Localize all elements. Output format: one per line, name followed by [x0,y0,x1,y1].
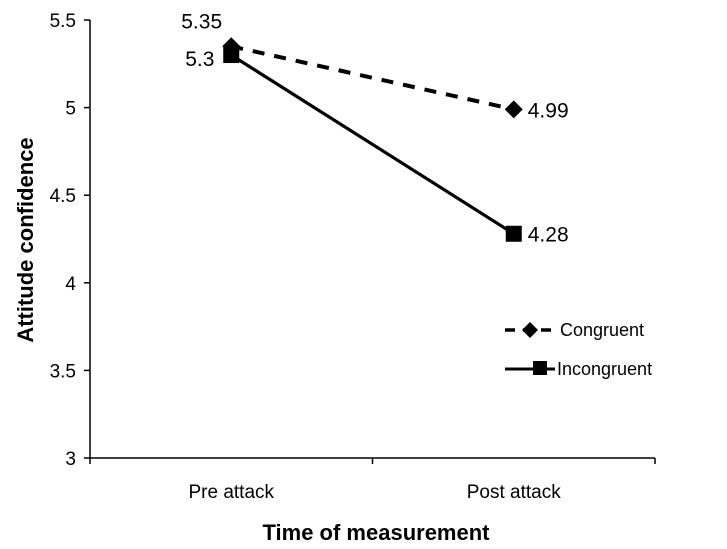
legend-item-incongruent: Incongruent [505,359,652,379]
data-label-congruent: 4.99 [528,99,569,122]
legend-label-congruent: Congruent [560,320,644,340]
y-tick-label: 5.5 [50,11,76,32]
series-line-incongruent [230,53,515,236]
data-labels: 5.35 4.99 5.3 4.28 [181,10,568,246]
data-label-congruent: 5.35 [181,10,222,33]
y-ticks: 3 3.5 4 4.5 5 5.5 [50,11,90,470]
x-tick-label: Pre attack [188,482,274,503]
legend-label-incongruent: Incongruent [557,359,652,379]
x-axis-title: Time of measurement [262,520,490,545]
axes [89,20,655,459]
x-ticks: Pre attack Post attack [89,458,656,503]
y-tick-label: 5 [65,99,76,120]
marker-square-incongruent [505,225,522,242]
marker-diamond-congruent [504,100,523,119]
y-axis-title: Attitude confidence [13,137,38,342]
y-tick-label: 3 [65,449,76,470]
y-tick-label: 4 [65,274,76,295]
legend-square-icon [533,361,547,375]
legend-item-congruent: Congruent [505,320,644,340]
legend-diamond-icon [522,322,538,338]
series-layer [222,37,523,242]
data-label-incongruent: 4.28 [528,224,569,247]
x-tick-label: Post attack [467,482,561,503]
series-line-congruent [230,44,515,112]
marker-square-incongruent [223,47,240,64]
y-tick-label: 4.5 [50,186,76,207]
y-tick-label: 3.5 [50,361,76,382]
data-label-incongruent: 5.3 [185,48,214,71]
legend: Congruent Incongruent [505,320,652,379]
